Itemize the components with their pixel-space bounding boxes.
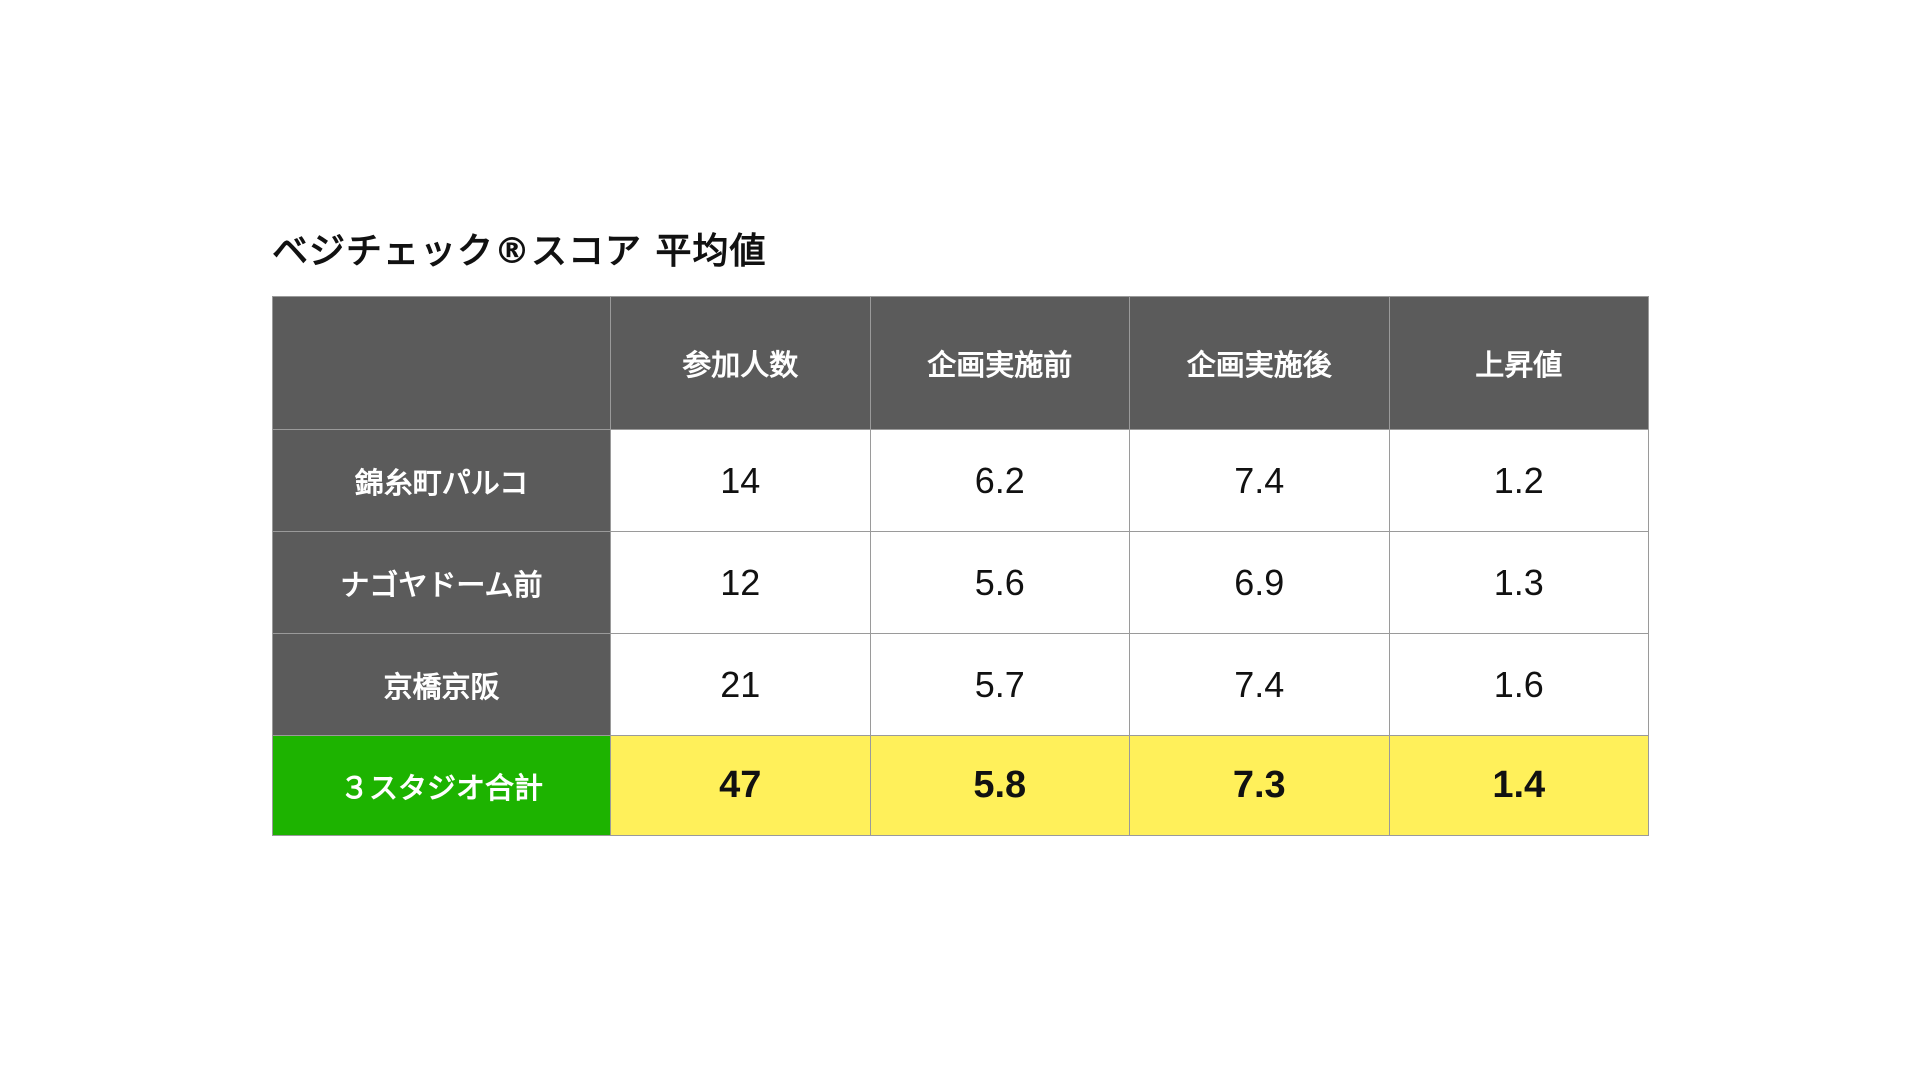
total-after: 7.3 <box>1129 735 1390 836</box>
cell-increase: 1.2 <box>1388 429 1649 532</box>
cell-before: 5.7 <box>869 633 1130 736</box>
cell-increase: 1.3 <box>1388 531 1649 634</box>
cell-participants: 21 <box>610 633 871 736</box>
total-before: 5.8 <box>869 735 1130 836</box>
cell-after: 6.9 <box>1129 531 1390 634</box>
header-before: 企画実施前 <box>869 296 1130 430</box>
cell-before: 5.6 <box>869 531 1130 634</box>
header-after: 企画実施後 <box>1129 296 1390 430</box>
row-label: ナゴヤドーム前 <box>272 531 611 634</box>
table-row: 京橋京阪 21 5.7 7.4 1.6 <box>272 633 1649 736</box>
cell-after: 7.4 <box>1129 633 1390 736</box>
total-increase: 1.4 <box>1388 735 1649 836</box>
cell-before: 6.2 <box>869 429 1130 532</box>
page-title: ベジチェック®スコア 平均値 <box>272 231 767 272</box>
row-label: 錦糸町パルコ <box>272 429 611 532</box>
total-participants: 47 <box>610 735 871 836</box>
score-table: 参加人数 企画実施前 企画実施後 上昇値 錦糸町パルコ 14 6.2 7.4 1… <box>272 296 1649 836</box>
header-participants: 参加人数 <box>610 296 871 430</box>
total-row: ３スタジオ合計 47 5.8 7.3 1.4 <box>272 735 1649 836</box>
total-label: ３スタジオ合計 <box>272 735 611 836</box>
table-row: 錦糸町パルコ 14 6.2 7.4 1.2 <box>272 429 1649 532</box>
header-increase: 上昇値 <box>1388 296 1649 430</box>
row-label: 京橋京阪 <box>272 633 611 736</box>
table-header-row: 参加人数 企画実施前 企画実施後 上昇値 <box>272 296 1649 430</box>
cell-participants: 12 <box>610 531 871 634</box>
cell-after: 7.4 <box>1129 429 1390 532</box>
cell-increase: 1.6 <box>1388 633 1649 736</box>
header-corner <box>272 296 611 430</box>
table-row: ナゴヤドーム前 12 5.6 6.9 1.3 <box>272 531 1649 634</box>
cell-participants: 14 <box>610 429 871 532</box>
